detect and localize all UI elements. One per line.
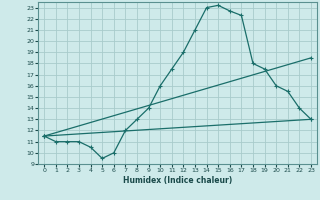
X-axis label: Humidex (Indice chaleur): Humidex (Indice chaleur)	[123, 176, 232, 185]
